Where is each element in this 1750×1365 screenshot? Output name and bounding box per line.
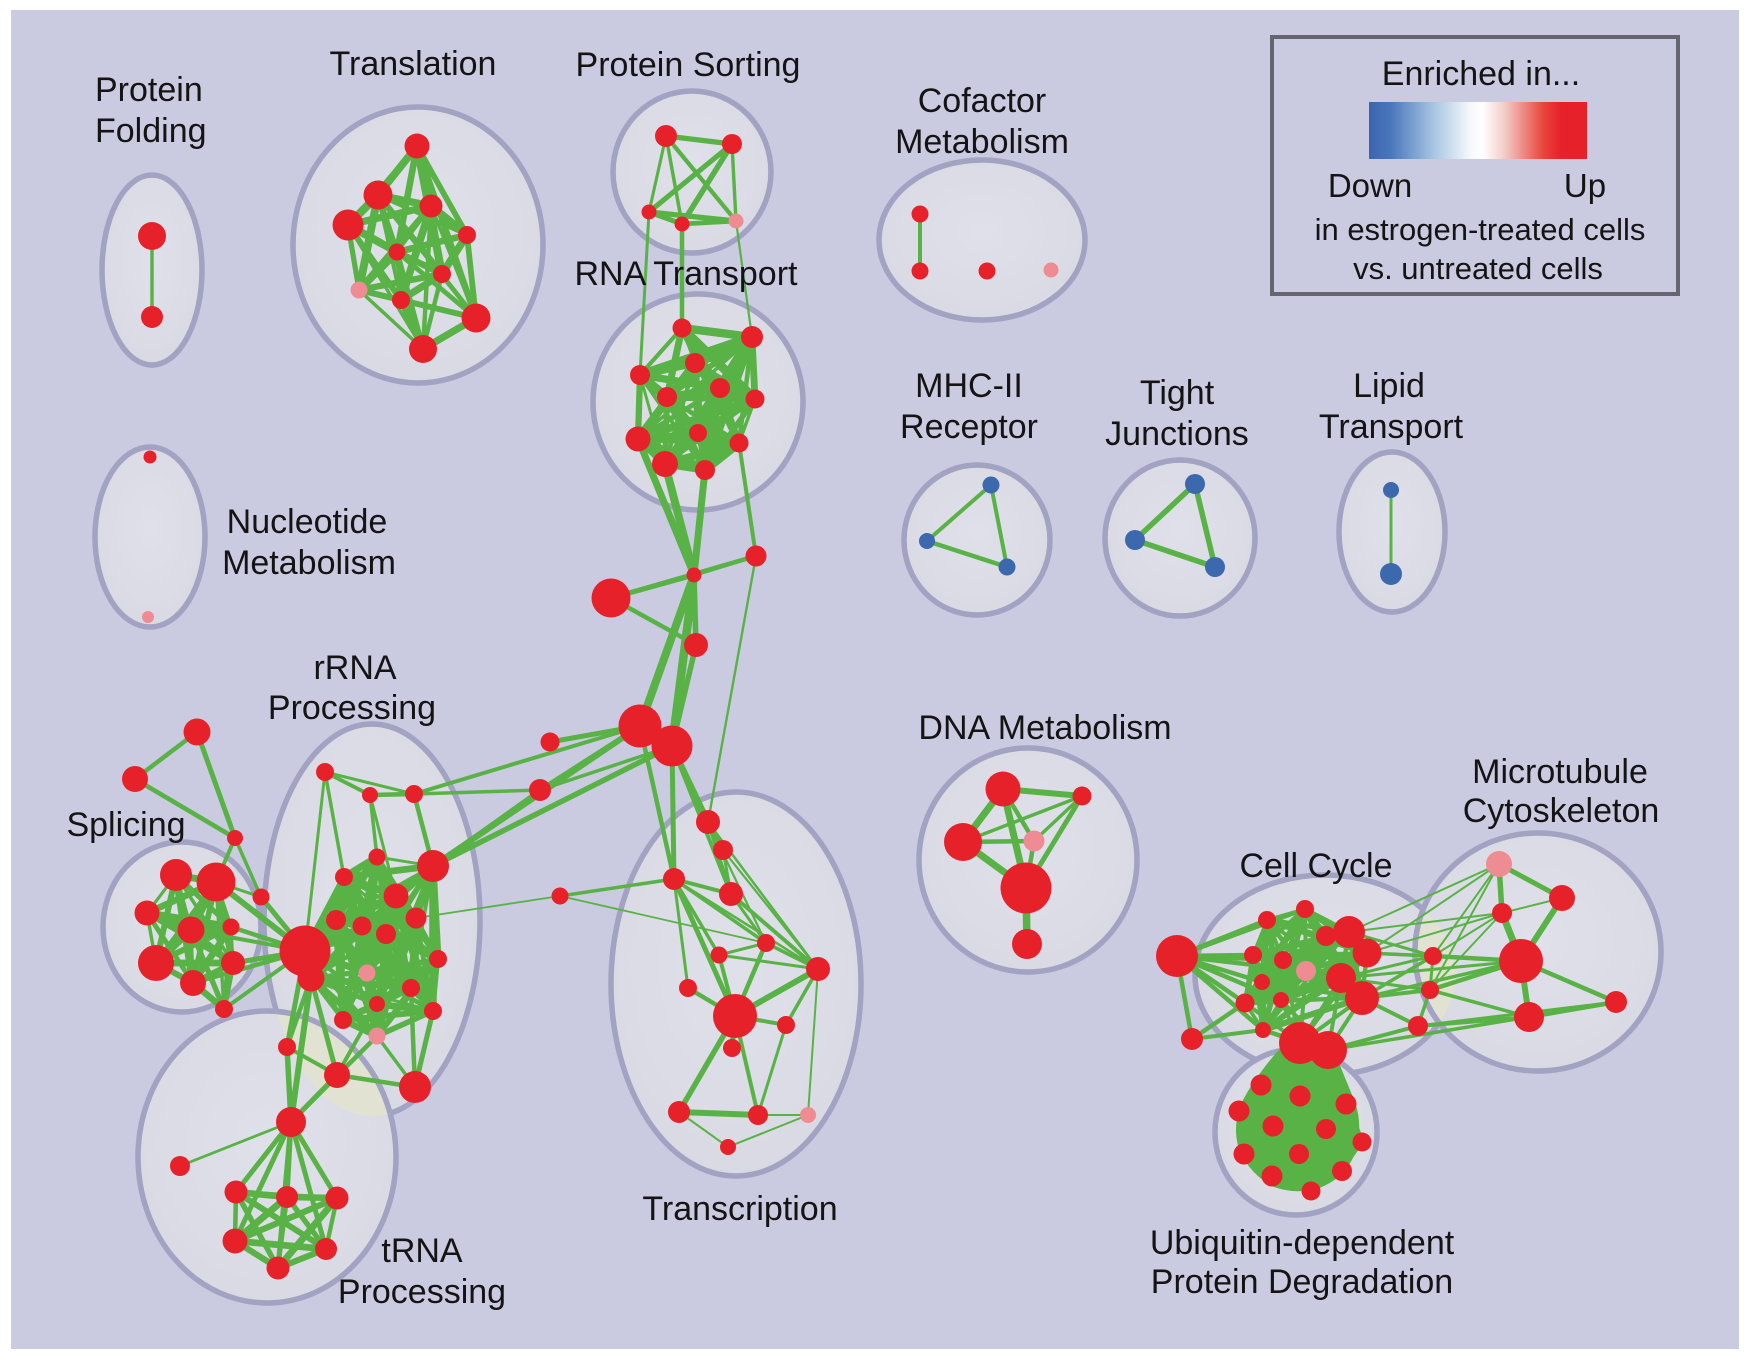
svg-text:Cytoskeleton: Cytoskeleton bbox=[1463, 792, 1660, 830]
svg-text:tRNA: tRNA bbox=[381, 1232, 463, 1270]
svg-text:in estrogen-treated cells: in estrogen-treated cells bbox=[1315, 212, 1646, 247]
svg-text:Cofactor: Cofactor bbox=[918, 82, 1047, 120]
svg-text:Splicing: Splicing bbox=[66, 806, 185, 844]
svg-text:MHC-II: MHC-II bbox=[915, 367, 1023, 405]
svg-text:Cell Cycle: Cell Cycle bbox=[1239, 847, 1392, 885]
svg-text:Down: Down bbox=[1328, 167, 1412, 204]
svg-text:Nucleotide: Nucleotide bbox=[227, 503, 388, 541]
svg-text:Tight: Tight bbox=[1140, 374, 1215, 412]
svg-text:Protein Degradation: Protein Degradation bbox=[1151, 1263, 1453, 1301]
svg-text:Microtubule: Microtubule bbox=[1472, 753, 1648, 791]
svg-text:Transport: Transport bbox=[1319, 408, 1464, 446]
svg-text:Protein Sorting: Protein Sorting bbox=[576, 46, 801, 84]
svg-text:RNA Transport: RNA Transport bbox=[575, 255, 799, 293]
svg-text:Folding: Folding bbox=[95, 112, 207, 150]
svg-text:Receptor: Receptor bbox=[900, 408, 1038, 446]
svg-text:Transcription: Transcription bbox=[642, 1190, 837, 1228]
svg-text:Metabolism: Metabolism bbox=[895, 123, 1069, 161]
svg-text:Junctions: Junctions bbox=[1105, 415, 1249, 453]
svg-text:Enriched in...: Enriched in... bbox=[1382, 55, 1580, 93]
svg-text:vs. untreated cells: vs. untreated cells bbox=[1353, 251, 1603, 286]
svg-text:Processing: Processing bbox=[268, 689, 436, 727]
svg-text:Up: Up bbox=[1564, 167, 1606, 204]
svg-text:DNA Metabolism: DNA Metabolism bbox=[918, 709, 1171, 747]
svg-text:Metabolism: Metabolism bbox=[222, 544, 396, 582]
svg-text:Protein: Protein bbox=[95, 71, 203, 109]
svg-text:Lipid: Lipid bbox=[1353, 367, 1425, 405]
svg-text:Processing: Processing bbox=[338, 1273, 506, 1311]
svg-text:rRNA: rRNA bbox=[313, 649, 396, 687]
svg-text:Ubiquitin-dependent: Ubiquitin-dependent bbox=[1150, 1224, 1455, 1262]
svg-text:Translation: Translation bbox=[330, 45, 497, 83]
